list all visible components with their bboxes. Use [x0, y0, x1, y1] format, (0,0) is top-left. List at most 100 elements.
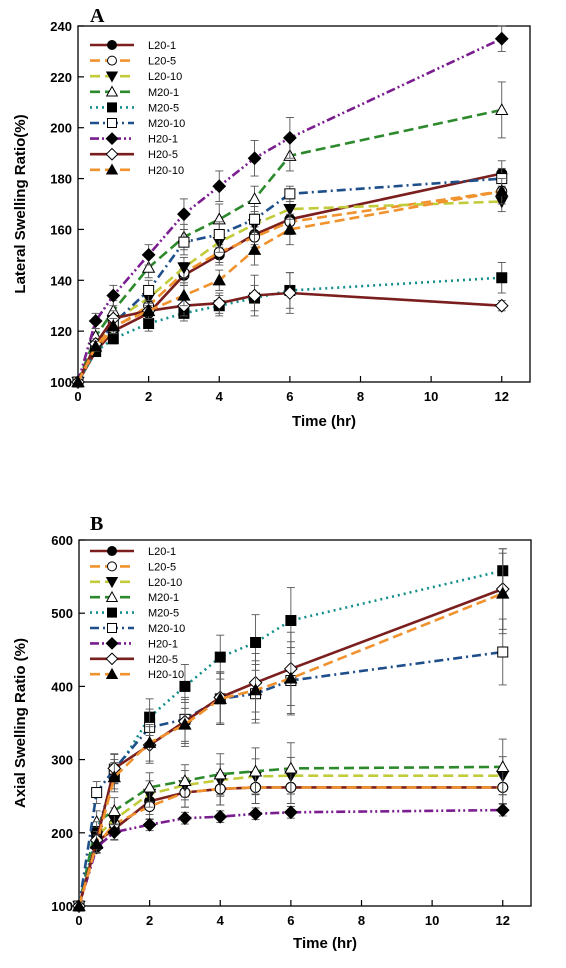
- legend-label: M20-5: [148, 102, 179, 114]
- data-point: [177, 262, 191, 275]
- legend-marker: [105, 132, 119, 146]
- x-axis-title: Time (hr): [292, 413, 356, 430]
- legend-label: L20-5: [148, 56, 176, 68]
- x-tick-label: 6: [286, 389, 293, 404]
- series-h20-10: [71, 178, 509, 388]
- legend: L20-1 L20-5 L20-10 M20-1 M20-5 M20-10 H20-1 H20…: [90, 546, 185, 681]
- panel-label: A: [90, 5, 105, 27]
- data-point: [283, 203, 297, 216]
- data-point: [143, 284, 155, 296]
- data-point: [282, 286, 297, 300]
- legend-marker: [105, 85, 119, 97]
- chart-panel-a: 0 2 4 6 8 10 12 100 120 140 160 180 200 220 240 Time (h…: [12, 5, 531, 430]
- y-tick-label: 120: [50, 324, 72, 339]
- data-point: [89, 339, 103, 352]
- x-tick-label: 12: [495, 389, 509, 404]
- data-point: [496, 586, 510, 599]
- legend-marker: [105, 652, 119, 666]
- data-point: [107, 825, 122, 839]
- data-point: [249, 213, 261, 225]
- x-tick-label: 4: [217, 913, 225, 928]
- data-point: [72, 899, 86, 912]
- legend-label: M20-1: [148, 87, 179, 99]
- y-tick-label: 200: [51, 826, 73, 841]
- legend-marker: [105, 147, 119, 161]
- legend-label: M20-5: [148, 608, 179, 620]
- y-tick-label: 500: [51, 606, 73, 621]
- y-tick-label: 100: [50, 375, 72, 390]
- data-point: [248, 806, 263, 821]
- legend-marker: [105, 667, 119, 679]
- series-m20-1: [72, 738, 510, 912]
- legend-label: H20-1: [148, 638, 178, 650]
- data-point: [213, 229, 225, 241]
- data-point: [284, 671, 298, 684]
- series-line: [77, 774, 503, 907]
- data-point: [212, 296, 227, 311]
- legend-marker: [105, 636, 119, 650]
- series-h20-1: [72, 803, 510, 913]
- data-point: [495, 184, 509, 197]
- x-tick-label: 10: [424, 389, 438, 404]
- legend-marker: [107, 118, 117, 128]
- plot-frame: [77, 25, 531, 383]
- x-tick-label: 6: [287, 913, 294, 928]
- data-point: [88, 314, 103, 328]
- legend-label: L20-10: [148, 71, 182, 83]
- data-point: [248, 683, 263, 696]
- x-tick-label: 2: [145, 389, 152, 404]
- data-point: [250, 636, 262, 648]
- panel-label: B: [90, 513, 103, 535]
- legend: L20-1 L20-5 L20-10 M20-1 M20-5 M20-10 H20-1 H20…: [90, 40, 185, 177]
- data-point: [142, 780, 157, 793]
- x-tick-label: 4: [216, 389, 224, 404]
- data-point: [213, 767, 227, 780]
- series-m20-5: [73, 548, 509, 912]
- data-point: [282, 130, 297, 145]
- y-tick-label: 200: [50, 121, 72, 136]
- legend-label: L20-5: [148, 561, 176, 573]
- data-point: [179, 680, 191, 692]
- data-point: [284, 188, 296, 200]
- legend-label: L20-1: [148, 40, 176, 52]
- data-point: [143, 318, 155, 330]
- x-tick-label: 12: [496, 913, 510, 928]
- x-tick-label: 2: [146, 913, 153, 928]
- y-tick-label: 600: [51, 533, 73, 548]
- legend-marker: [107, 40, 117, 50]
- legend-label: M20-1: [148, 592, 179, 604]
- legend-marker: [107, 561, 117, 572]
- data-point: [141, 303, 156, 316]
- legend-label: H20-10: [148, 165, 184, 177]
- legend-label: M20-10: [148, 623, 185, 635]
- data-point: [141, 260, 156, 273]
- x-tick-label: 10: [425, 913, 439, 928]
- legend-marker: [107, 546, 117, 556]
- y-tick-label: 300: [51, 753, 73, 768]
- data-point: [248, 764, 263, 777]
- data-point: [71, 375, 85, 388]
- data-point: [107, 333, 119, 345]
- series-h20-10: [72, 552, 510, 912]
- x-tick-label: 8: [358, 913, 365, 928]
- data-point: [497, 646, 509, 658]
- legend-label: H20-1: [148, 134, 178, 146]
- data-point: [285, 615, 297, 627]
- data-point: [283, 222, 297, 235]
- y-tick-label: 160: [50, 222, 72, 237]
- y-tick-label: 240: [50, 19, 72, 34]
- data-point: [213, 692, 227, 704]
- x-tick-label: 8: [357, 389, 364, 404]
- data-point: [212, 179, 227, 194]
- data-point: [107, 770, 121, 783]
- y-tick-label: 400: [51, 679, 73, 694]
- series-line: [77, 786, 503, 907]
- y-tick-label: 140: [50, 273, 72, 288]
- data-point: [247, 151, 262, 166]
- data-point: [496, 272, 508, 284]
- y-axis-title: Lateral Swelling Ratio(%): [12, 114, 29, 293]
- data-point: [283, 805, 298, 820]
- legend-label: H20-5: [148, 654, 178, 666]
- data-point: [247, 192, 262, 205]
